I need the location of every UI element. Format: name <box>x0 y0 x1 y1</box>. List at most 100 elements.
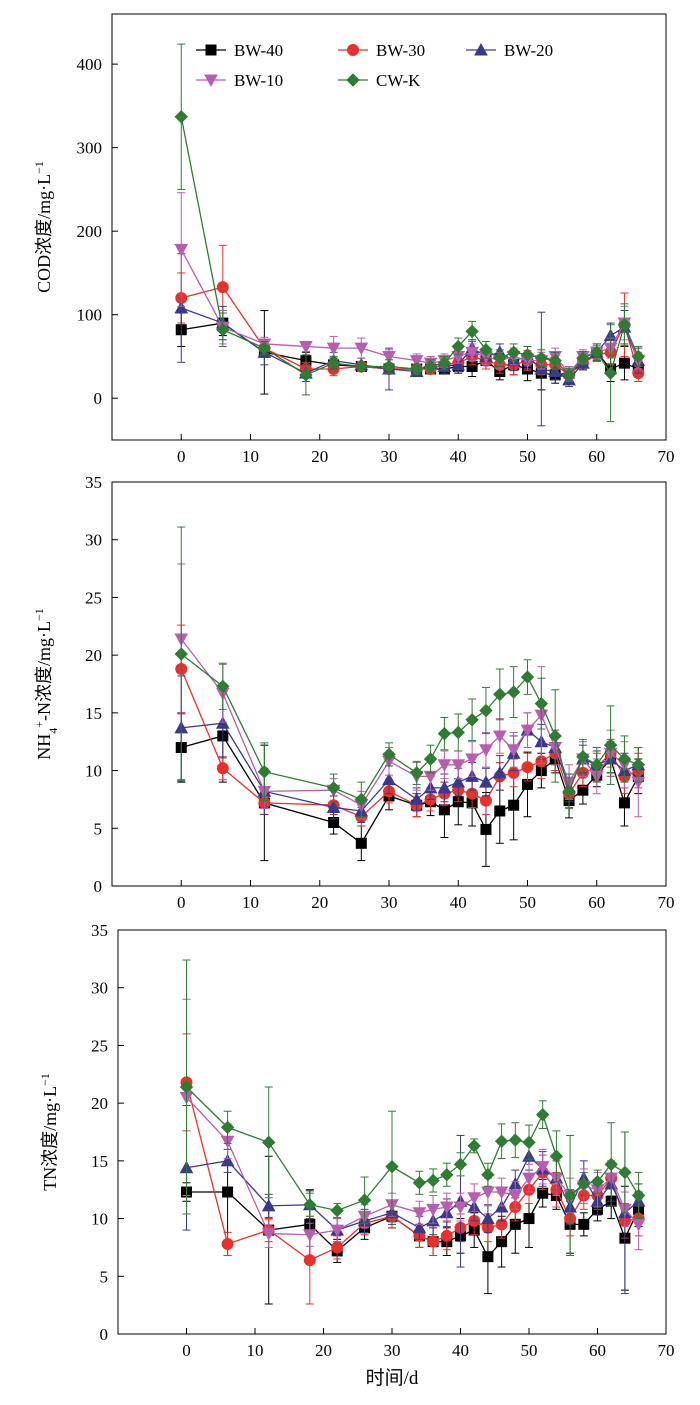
data-point <box>216 762 229 775</box>
data-point <box>220 1120 235 1135</box>
y-tick-label: 35 <box>91 921 108 940</box>
data-point <box>534 351 549 365</box>
data-point <box>465 324 479 339</box>
legend-marker <box>347 44 359 56</box>
data-point <box>409 362 424 376</box>
data-point <box>479 775 493 788</box>
data-point <box>523 1213 535 1225</box>
data-point <box>618 797 630 809</box>
series-line <box>180 249 639 375</box>
data-point <box>493 687 507 702</box>
data-point <box>548 353 562 368</box>
data-point <box>604 1157 618 1172</box>
x-tick-label: 0 <box>182 1341 191 1360</box>
data-point <box>465 713 479 727</box>
data-point <box>221 1237 234 1250</box>
data-point <box>174 300 189 314</box>
series-bw-20 <box>179 1104 646 1295</box>
data-point <box>520 348 535 362</box>
legend-marker <box>346 73 360 87</box>
data-point <box>465 753 479 767</box>
y-axis-label: TN浓度/mg·L−1 <box>38 1073 60 1191</box>
data-point <box>261 1198 276 1212</box>
data-point <box>562 784 576 799</box>
x-tick-label: 20 <box>315 1341 332 1360</box>
data-point <box>522 1135 536 1150</box>
x-tick-label: 50 <box>521 1341 538 1360</box>
data-point <box>451 725 465 740</box>
data-point <box>479 744 493 757</box>
data-point <box>479 703 493 718</box>
y-tick-label: 20 <box>85 646 102 665</box>
data-point <box>590 758 604 772</box>
legend-marker <box>205 44 217 56</box>
data-point <box>492 730 507 743</box>
data-point <box>481 1168 495 1182</box>
data-point <box>215 716 230 729</box>
data-point <box>494 1186 509 1200</box>
data-point <box>562 368 576 382</box>
x-tick-label: 40 <box>452 1341 469 1360</box>
data-point <box>453 1201 468 1215</box>
legend-label: BW-10 <box>234 71 283 90</box>
data-point <box>423 359 438 374</box>
data-point <box>549 1149 564 1163</box>
data-point <box>506 685 521 699</box>
data-point <box>590 1174 605 1189</box>
data-point <box>326 356 341 370</box>
y-axis-label-part: TN浓度/mg·L <box>40 1086 60 1191</box>
data-point <box>303 1198 317 1212</box>
data-point <box>535 1161 550 1174</box>
data-point <box>467 1139 481 1153</box>
data-point <box>261 1228 276 1241</box>
x-tick-label: 0 <box>177 447 186 466</box>
series-bw-30 <box>180 1033 645 1305</box>
x-tick-label: 60 <box>588 447 605 466</box>
y-axis-label: COD浓度/mg·L−1 <box>32 161 54 293</box>
x-tick-label: 30 <box>381 893 398 912</box>
data-point <box>481 1186 495 1200</box>
y-tick-label: 200 <box>77 222 103 241</box>
x-tick-label: 20 <box>311 893 328 912</box>
series-cw-k <box>174 43 646 423</box>
data-point <box>617 752 632 766</box>
chart-panel-2: 0 10 20 30 40 50 60 70 0 5 10 15 20 25 30 35 NH4+-N浓度/mg… <box>32 473 675 912</box>
data-point <box>302 1229 317 1242</box>
data-point <box>216 323 230 337</box>
data-point <box>303 1254 316 1267</box>
data-point <box>520 670 535 684</box>
data-point <box>174 244 189 257</box>
data-point <box>382 772 396 786</box>
data-point <box>438 804 450 816</box>
data-point <box>257 341 272 355</box>
y-tick-label: 30 <box>85 531 102 550</box>
data-point <box>423 752 438 766</box>
x-tick-label: 40 <box>450 893 467 912</box>
data-point <box>426 1203 440 1217</box>
data-point <box>494 1199 509 1213</box>
legend-label: BW-30 <box>376 41 425 60</box>
data-point <box>508 1133 523 1147</box>
data-point <box>631 349 646 364</box>
x-tick-label: 0 <box>177 893 186 912</box>
y-tick-label: 100 <box>77 306 103 325</box>
data-point <box>451 759 466 772</box>
series-bw-30 <box>175 244 645 383</box>
y-tick-label: 300 <box>77 139 103 158</box>
y-tick-label: 15 <box>91 1152 108 1171</box>
x-tick-label: 10 <box>242 447 259 466</box>
data-point <box>326 781 341 795</box>
y-tick-label: 35 <box>85 473 102 492</box>
data-point <box>603 366 618 380</box>
data-point <box>299 340 313 354</box>
data-point <box>382 359 396 374</box>
series-line <box>185 1082 639 1261</box>
data-point <box>465 346 479 360</box>
data-point <box>412 1176 427 1190</box>
legend-label: CW-K <box>376 71 421 90</box>
data-point <box>482 1251 494 1263</box>
data-point <box>354 342 369 356</box>
data-point <box>451 357 466 371</box>
